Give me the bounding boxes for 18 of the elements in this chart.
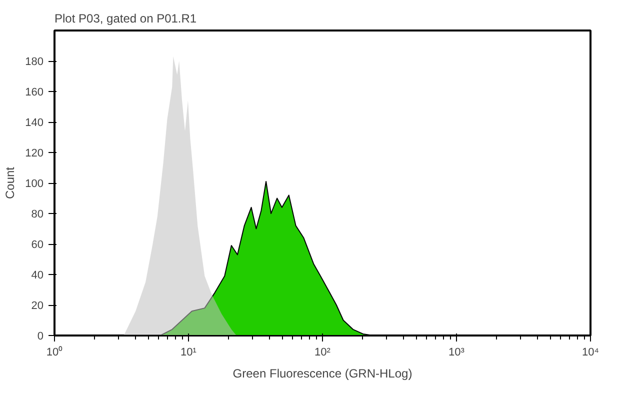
y-tick-label: 0 xyxy=(37,330,44,342)
y-tick-label: 120 xyxy=(25,148,44,160)
chart-title: Plot P03, gated on P01.R1 xyxy=(54,12,197,26)
x-tick-label: 10⁰ xyxy=(46,346,63,358)
y-tick-label: 140 xyxy=(25,117,44,129)
y-tick-label: 100 xyxy=(25,178,44,190)
x-tick-label: 10² xyxy=(314,346,331,358)
y-tick-label: 180 xyxy=(25,56,44,68)
y-axis-title: Count xyxy=(3,166,18,200)
x-tick-label: 10³ xyxy=(448,346,465,358)
x-tick-label: 10¹ xyxy=(180,346,197,358)
y-tick-label: 40 xyxy=(31,270,44,282)
y-tick-label: 80 xyxy=(31,208,44,220)
y-tick-label: 60 xyxy=(31,239,44,251)
x-tick-label: 10⁴ xyxy=(582,346,600,358)
y-tick-label: 20 xyxy=(31,300,44,312)
y-tick-label: 160 xyxy=(25,86,44,98)
x-axis-title: Green Fluorescence (GRN-HLog) xyxy=(232,366,412,380)
